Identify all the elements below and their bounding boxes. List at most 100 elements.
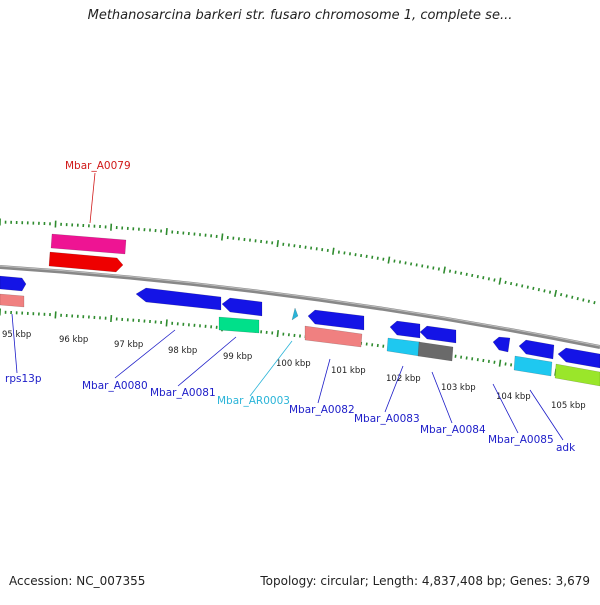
outer-ticks-tick [494, 279, 495, 282]
scale-label-97: 97 kbp [114, 340, 143, 350]
feature-mbar-a0080[interactable] [136, 288, 221, 310]
outer-ticks-tick [333, 248, 334, 255]
outer-ticks-tick [533, 287, 534, 290]
outer-ticks-tick [378, 257, 379, 260]
inner-ticks-tick [111, 315, 112, 322]
feature-mbar-a0082-blue[interactable] [308, 310, 364, 330]
outer-ticks-tick [539, 288, 540, 291]
outer-ticks-tick [483, 276, 484, 279]
outer-ticks-tick [577, 297, 578, 300]
feature-mbar-a0085-blue[interactable] [493, 337, 510, 352]
feature-adk-lime[interactable] [555, 364, 600, 386]
outer-ticks-tick [372, 256, 373, 259]
feature-rps13p-pink[interactable] [0, 294, 24, 307]
gene-label-mbar-a0085[interactable]: Mbar_A0085 [488, 434, 554, 446]
scale-label-103: 103 kbp [441, 383, 476, 393]
outer-ticks-tick [222, 234, 223, 241]
inner-ticks-tick [166, 319, 167, 326]
feature-mbar-a0079-magenta[interactable] [51, 234, 126, 254]
outer-ticks-tick [422, 265, 423, 268]
outer-ticks-tick [366, 255, 367, 258]
gene-label-mbar-a0084[interactable]: Mbar_A0084 [420, 424, 486, 436]
gene-label-adk[interactable]: adk [556, 442, 576, 454]
outer-ticks-tick [461, 272, 462, 275]
outer-ticks-tick [594, 301, 595, 304]
leader-mbar-a0084 [432, 372, 452, 423]
gene-label-mbar-ar0003[interactable]: Mbar_AR0003 [217, 395, 290, 407]
outer-ticks-tick [516, 283, 517, 286]
outer-ticks-tick [388, 257, 389, 264]
feature-adk-blue[interactable] [519, 340, 554, 359]
gene-label-mbar-a0083[interactable]: Mbar_A0083 [354, 413, 420, 425]
outer-ticks-tick [166, 228, 167, 235]
outer-ticks-tick [455, 271, 456, 274]
outer-ticks-tick [411, 263, 412, 266]
outer-ticks-tick [528, 286, 529, 289]
feature-mbar-a0079-red[interactable] [49, 252, 123, 272]
outer-ticks-tick [511, 282, 512, 285]
outer-ticks-tick [394, 260, 395, 263]
gene-label-mbar-a0079[interactable]: Mbar_A0079 [65, 160, 131, 172]
feature-mbar-a0081-green[interactable] [219, 317, 259, 333]
feature-rps13p-blue[interactable] [0, 276, 26, 291]
inner-ticks-tick [505, 363, 506, 366]
leader-mbar-a0083 [385, 366, 403, 412]
outer-ticks-tick [466, 273, 467, 276]
outer-ticks-tick [555, 290, 557, 297]
gene-label-rps13p[interactable]: rps13p [5, 373, 42, 385]
inner-ticks-tick [55, 311, 56, 318]
leader-adk [530, 390, 563, 440]
feature-adk-blue-2[interactable] [558, 348, 600, 368]
feature-mbar-ar0003[interactable] [292, 308, 298, 320]
outer-ticks-tick [439, 268, 440, 271]
gene-label-mbar-a0082[interactable]: Mbar_A0082 [289, 404, 355, 416]
outer-ticks-tick [450, 270, 451, 273]
inner-ticks-tick [494, 361, 495, 364]
leader-mbar-a0080 [115, 330, 175, 378]
inner-ticks-tick [466, 357, 467, 360]
scale-label-96: 96 kbp [59, 335, 88, 345]
outer-ticks-tick [444, 267, 445, 274]
topology-summary: Topology: circular; Length: 4,837,408 bp… [260, 574, 590, 588]
feature-mbar-a0084-blue[interactable] [420, 326, 456, 343]
outer-ticks-tick [277, 240, 278, 247]
gene-labels: rps13p Mbar_A0079 Mbar_A0080 Mbar_A0081 … [5, 160, 576, 454]
outer-ticks-tick [433, 267, 434, 270]
outer-ticks-tick [478, 275, 479, 278]
leader-mbar-a0082 [318, 359, 330, 403]
outer-ticks-tick [400, 261, 401, 264]
outer-ticks-tick [544, 289, 545, 292]
outer-ticks-tick [355, 253, 356, 256]
outer-ticks-tick [472, 274, 473, 277]
scale-label-100: 100 kbp [276, 359, 311, 369]
outer-ticks-tick [489, 277, 490, 280]
feature-mbar-a0083-cyan[interactable] [387, 338, 420, 356]
outer-ticks-tick [305, 246, 306, 249]
inner-ticks-tick [277, 330, 278, 337]
inner-ticks-tick [455, 355, 456, 358]
leader-rps13p [12, 314, 17, 373]
gene-label-mbar-a0080[interactable]: Mbar_A0080 [82, 380, 148, 392]
feature-mbar-a0085-cyan[interactable] [514, 356, 552, 376]
scale-label-99: 99 kbp [223, 352, 252, 362]
scale-label-105: 105 kbp [551, 401, 586, 411]
outer-ticks-tick [589, 300, 590, 303]
feature-mbar-a0081-blue[interactable] [222, 298, 262, 316]
outer-ticks-tick [344, 252, 345, 255]
outer-ticks-tick [499, 278, 500, 285]
outer-ticks-tick [428, 266, 429, 269]
outer-ticks-tick [522, 285, 523, 288]
feature-mbar-a0084-gray[interactable] [418, 342, 453, 361]
feature-mbar-a0083-blue[interactable] [390, 321, 420, 338]
leader-mbar-a0079 [90, 173, 95, 223]
outer-ticks-tick [405, 262, 406, 265]
gene-label-mbar-a0081[interactable]: Mbar_A0081 [150, 387, 216, 399]
scale-label-95: 95 kbp [2, 330, 31, 340]
outer-ticks-tick [550, 291, 551, 294]
outer-ticks-tick [572, 296, 573, 299]
feature-mbar-a0082-pink[interactable] [305, 326, 362, 347]
map-title: Methanosarcina barkeri str. fusaro chrom… [0, 8, 600, 23]
outer-ticks-tick [505, 281, 506, 284]
